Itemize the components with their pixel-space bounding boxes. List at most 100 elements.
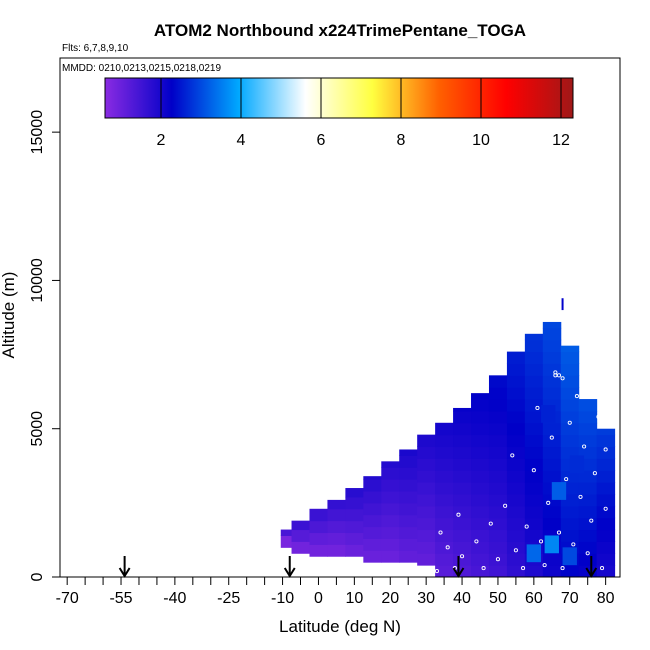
heatmap-cell: [506, 458, 526, 471]
x-tick-label: -10: [271, 590, 294, 607]
heatmap-cell: [417, 541, 436, 554]
x-tick-label: 0: [314, 590, 323, 607]
heatmap-cell: [596, 482, 616, 495]
heatmap-cell: [417, 505, 436, 519]
heatmap-cell: [435, 493, 454, 507]
x-tick-label: 60: [525, 590, 543, 607]
heatmap-cell: [280, 529, 300, 536]
heatmap-cell: [453, 493, 472, 507]
heatmap-cell: [506, 434, 526, 448]
heatmap-cell: [435, 541, 454, 554]
heatmap-cell: [471, 470, 490, 483]
flights-subtitle: Flts: 6,7,8,9,10: [62, 43, 129, 54]
heatmap-cell: [578, 422, 598, 436]
heatmap-cell: [488, 410, 508, 424]
sample-point: [567, 420, 572, 425]
heatmap-cell: [596, 446, 616, 459]
sample-point: [438, 530, 443, 535]
sample-point: [456, 512, 461, 517]
heatmap-hotspots: [526, 404, 585, 566]
heatmap-cell: [417, 458, 436, 471]
heatmap-cell: [524, 339, 544, 353]
heatmap-cell: [399, 526, 418, 539]
x-tick-label: 40: [453, 590, 471, 607]
heatmap-cell: [596, 529, 616, 542]
heatmap-cell: [471, 541, 490, 554]
heatmap-cell: [524, 363, 544, 376]
heatmap-cell: [560, 345, 580, 353]
heatmap-cell: [471, 482, 490, 495]
heatmap-cell: [488, 422, 508, 436]
heatmap-hotspot: [544, 535, 559, 554]
heatmap-cell: [399, 455, 418, 468]
heatmap-cell: [417, 517, 436, 531]
heatmap-cell: [524, 387, 544, 400]
heatmap-cell: [596, 470, 616, 483]
heatmap-cell: [453, 529, 472, 542]
heatmap-hotspot: [562, 547, 577, 566]
heatmap-cell: [506, 565, 526, 578]
heatmap-cell: [524, 470, 544, 483]
heatmap-cell: [506, 351, 526, 364]
heatmap-cell: [471, 393, 490, 400]
heatmap-cell: [560, 351, 580, 364]
heatmap-cell: [506, 470, 526, 483]
heatmap-cell: [471, 410, 490, 424]
heatmap-cell: [453, 410, 472, 424]
sample-point: [578, 494, 583, 499]
heatmap-hotspot: [569, 455, 585, 474]
sample-points: [434, 370, 608, 574]
heatmap-cell: [453, 505, 472, 519]
x-tick-label: -55: [109, 590, 132, 607]
heatmap-cell: [542, 517, 562, 531]
heatmap-cell: [381, 502, 400, 516]
heatmap-cell: [578, 553, 598, 566]
heatmap-cell: [488, 375, 508, 388]
heatmap-cell: [560, 565, 580, 578]
heatmap-cell: [471, 517, 490, 531]
sample-point: [521, 566, 526, 571]
heatmap-cell: [417, 529, 436, 542]
heatmap-cell: [578, 399, 598, 412]
heatmap-cell: [560, 363, 580, 376]
sample-point: [481, 566, 486, 571]
heatmap-cell: [363, 490, 382, 504]
heatmap-cell: [435, 458, 454, 471]
heatmap-cell: [399, 467, 418, 480]
heatmap-cell: [417, 434, 436, 448]
heatmap-cell: [560, 470, 580, 483]
heatmap-cell: [309, 508, 328, 522]
heatmap-cell: [560, 399, 580, 412]
colorbar-tick-label: 6: [317, 132, 326, 149]
heatmap-cell: [453, 407, 472, 412]
sample-point: [571, 542, 576, 547]
heatmap-cell: [578, 493, 598, 507]
heatmap-cell: [363, 502, 382, 516]
x-tick-label: 10: [345, 590, 363, 607]
heatmap-cell: [524, 565, 544, 578]
sample-point: [585, 551, 590, 556]
heatmap-cell: [560, 434, 580, 448]
heatmap-cell: [560, 422, 580, 436]
heatmap-cell: [542, 422, 562, 436]
heatmap-cell: [327, 532, 346, 545]
heatmap-cell: [309, 520, 328, 534]
heatmap-cell: [363, 538, 382, 551]
heatmap-cell: [578, 541, 598, 554]
sample-point: [560, 376, 565, 381]
heatmap-cell: [435, 517, 454, 531]
heatmap-cell: [488, 553, 508, 566]
arrow-marker-head: [452, 567, 465, 578]
colorbar-tick-label: 10: [472, 132, 490, 149]
heatmap-cell: [453, 434, 472, 448]
colorbar-tick-label: 4: [237, 132, 246, 149]
colorbar: 2 4 6 8 10 12: [104, 77, 574, 149]
heatmap-cell: [453, 553, 472, 566]
heatmap-cell: [506, 399, 526, 412]
sample-point: [592, 471, 597, 476]
heatmap-cell: [471, 422, 490, 436]
heatmap-cell: [506, 446, 526, 459]
heatmap-cell: [488, 529, 508, 542]
heatmap-cell: [596, 458, 616, 471]
colorbar-tick-label: 12: [552, 132, 570, 149]
